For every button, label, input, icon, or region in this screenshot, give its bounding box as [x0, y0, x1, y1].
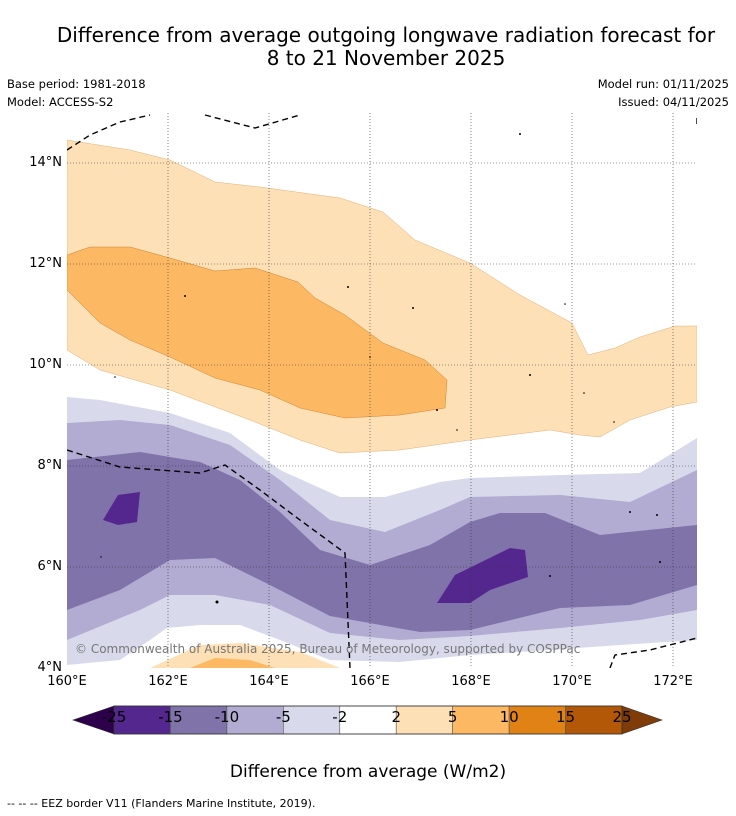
- islands: [100, 133, 661, 604]
- lat-tick-label: 8°N: [37, 458, 63, 473]
- base-period: Base period: 1981-2018: [7, 77, 146, 91]
- copyright-notice: © Commonwealth of Australia 2025, Bureau…: [75, 642, 581, 656]
- colorbar-tick-label: 5: [447, 708, 458, 726]
- eez-border: [67, 114, 697, 668]
- lat-tick-label: 6°N: [37, 559, 63, 574]
- colorbar-tick-label: 10: [499, 708, 519, 726]
- contour-5-10-south: [190, 658, 275, 668]
- colorbar-tick-label: 15: [556, 708, 576, 726]
- contour-2-5-south: [150, 643, 340, 668]
- meta-left: Base period: 1981-2018 Model: ACCESS-S2: [7, 75, 146, 111]
- title-line-1: Difference from average outgoing longwav…: [56, 23, 716, 47]
- colorbar-label: Difference from average (W/m2): [229, 762, 507, 782]
- colorbar-tick-label: -25: [101, 708, 127, 726]
- colorbar-segment: [395, 705, 453, 735]
- title-line-2: 8 to 21 November 2025: [266, 46, 506, 70]
- colorbar-segment: [283, 705, 341, 735]
- contour-neg15-neg25-west: [103, 492, 140, 525]
- lon-tick-label: 172°E: [653, 674, 693, 689]
- colorbar-segment: [452, 705, 510, 735]
- colorbar: [72, 705, 663, 735]
- lat-tick-label: 4°N: [37, 660, 63, 675]
- colorbar-tick-label: 2: [391, 708, 401, 726]
- lat-tick-label: 12°N: [29, 256, 62, 271]
- contour-neg15-neg25-east: [437, 548, 528, 603]
- meta-right: Model run: 01/11/2025 Issued: 04/11/2025: [598, 75, 729, 111]
- colorbar-tick-label: -2: [332, 708, 348, 726]
- colorbar-tick-label: -5: [275, 708, 291, 726]
- issued-date: Issued: 04/11/2025: [618, 95, 729, 109]
- colorbar-tick-label: 25: [612, 708, 632, 726]
- colorbar-segment: [565, 705, 623, 735]
- lon-tick-label: 170°E: [552, 674, 592, 689]
- lat-tick-label: 10°N: [29, 357, 62, 372]
- colorbar-tick-label: -15: [158, 708, 183, 726]
- lon-tick-label: 166°E: [350, 674, 390, 689]
- contour-neg10-neg15: [67, 452, 697, 632]
- contour-5-10: [67, 246, 448, 419]
- eez-legend-note: -- -- -- EEZ border V11 (Flanders Marine…: [7, 797, 316, 810]
- gridlines: [67, 113, 697, 668]
- colorbar-tick-label: -10: [214, 708, 240, 726]
- lon-tick-label: 160°E: [47, 674, 87, 689]
- colorbar-segment: [339, 705, 397, 735]
- lon-tick-label: 164°E: [249, 674, 289, 689]
- lat-tick-label: 14°N: [29, 155, 62, 170]
- colorbar-segment: [226, 705, 284, 735]
- lon-tick-label: 168°E: [451, 674, 491, 689]
- lon-tick-label: 162°E: [148, 674, 188, 689]
- model-run: Model run: 01/11/2025: [597, 77, 729, 91]
- model-name: Model: ACCESS-S2: [7, 95, 114, 109]
